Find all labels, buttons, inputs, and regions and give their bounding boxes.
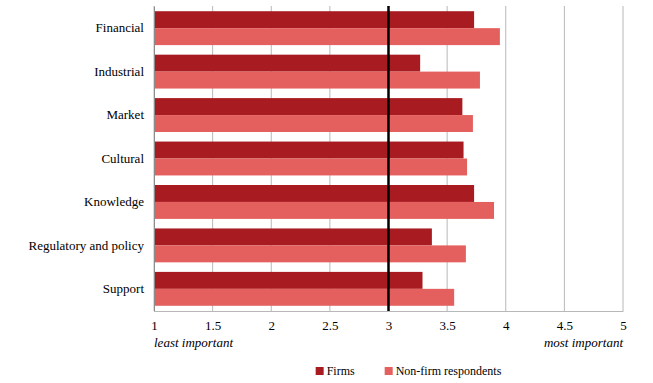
x-axis-line (155, 311, 624, 312)
y-tick: Financial (96, 20, 154, 35)
x-tick: 5 (620, 311, 627, 333)
grid-line (154, 6, 155, 311)
x-tick: 3 (386, 311, 393, 333)
x-tick-label: 3 (386, 318, 393, 333)
y-tick-label: Cultural (101, 151, 144, 166)
legend-label: Firms (327, 364, 355, 378)
y-axis-line (154, 7, 155, 312)
bar (154, 185, 474, 202)
x-tick-label: 2.5 (322, 318, 338, 333)
legend: Firms Non-firm respondents (316, 364, 502, 378)
x-tick: 4.5 (557, 311, 573, 333)
x-tick-label: 3.5 (440, 318, 456, 333)
bar (154, 28, 500, 45)
bar (154, 272, 423, 289)
bar (154, 159, 467, 176)
bar (154, 55, 420, 72)
y-tick-label: Market (106, 107, 144, 122)
bar (154, 72, 480, 89)
chart-container: 1 1.5 2 2.5 3 3.5 4 4.5 5 Financial Industrial Mark… (0, 0, 653, 383)
x-tick: 3.5 (440, 311, 456, 333)
y-tick: Market (106, 107, 154, 122)
y-tick-label: Knowledge (84, 194, 144, 209)
x-axis: 1 1.5 2 2.5 3 3.5 4 4.5 5 (151, 311, 627, 333)
grid-line (505, 6, 506, 311)
bar (154, 98, 462, 115)
bar (154, 289, 454, 306)
bar (154, 228, 432, 245)
grid-line (564, 6, 565, 311)
y-axis: Financial Industrial Market Cultural Knowled… (28, 7, 154, 312)
annotation: most important (544, 335, 623, 350)
x-tick-label: 4 (503, 318, 510, 333)
legend-swatch (316, 367, 324, 375)
legend-label: Non-firm respondents (396, 364, 502, 378)
legend-item: Non-firm respondents (385, 364, 502, 378)
reference-line (387, 6, 390, 311)
bar-series (154, 28, 500, 306)
x-tick-label: 1 (151, 318, 158, 333)
x-tick-label: 1.5 (205, 318, 221, 333)
y-tick: Cultural (101, 151, 154, 166)
x-tick: 1 (151, 311, 158, 333)
y-tick-label: Regulatory and policy (28, 238, 144, 253)
y-tick-label: Support (103, 281, 145, 296)
y-tick: Regulatory and policy (28, 238, 154, 253)
x-tick: 2 (269, 311, 276, 333)
y-tick-label: Industrial (94, 64, 144, 79)
x-tick: 1.5 (205, 311, 221, 333)
bar-series (154, 11, 474, 289)
bar (154, 11, 474, 28)
x-tick: 4 (503, 311, 510, 333)
y-tick: Knowledge (84, 194, 154, 209)
bar (154, 202, 494, 219)
x-tick: 2.5 (322, 311, 338, 333)
bar (154, 115, 473, 132)
x-tick-label: 5 (620, 318, 627, 333)
grid-line (623, 6, 624, 311)
annotation: least important (154, 335, 233, 350)
bar (154, 142, 464, 159)
legend-swatch (385, 367, 393, 375)
grid-line (388, 6, 389, 311)
legend-item: Firms (316, 364, 355, 378)
x-tick-label: 2 (269, 318, 276, 333)
y-tick-label: Financial (96, 20, 145, 35)
bars (154, 11, 500, 306)
chart-svg: 1 1.5 2 2.5 3 3.5 4 4.5 5 Financial Industrial Mark… (0, 0, 653, 383)
y-tick: Support (103, 281, 154, 296)
x-tick-label: 4.5 (557, 318, 573, 333)
y-tick: Industrial (94, 64, 154, 79)
grid (154, 6, 623, 311)
bar (154, 245, 466, 262)
